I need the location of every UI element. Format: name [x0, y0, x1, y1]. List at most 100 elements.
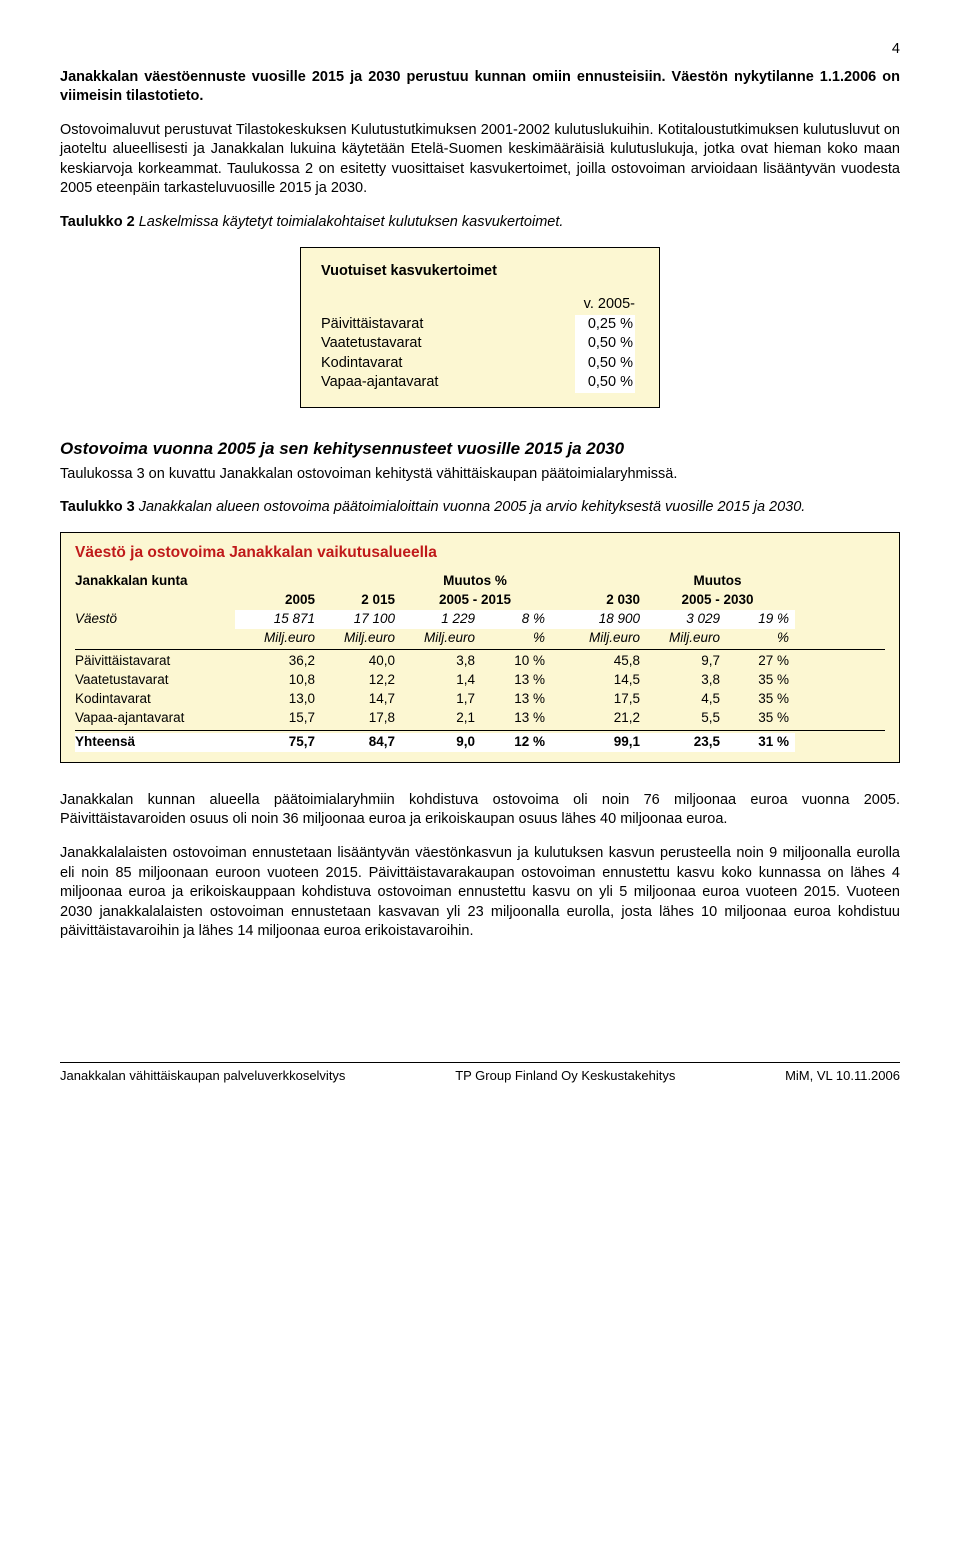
table2-title: Vuotuiset kasvukertoimet [321, 262, 635, 282]
table3-spacer [235, 572, 315, 591]
table3-year-range: 2005 - 2015 [395, 591, 555, 610]
table3-cell: 17,5 [555, 690, 640, 709]
table3-cell: 13 % [475, 671, 555, 690]
table2-col-header: v. 2005- [554, 295, 635, 315]
table3-vaesto-val: 19 % [720, 610, 795, 629]
table3: Väestö ja ostovoima Janakkalan vaikutusa… [60, 532, 900, 763]
table3-spacer [315, 572, 395, 591]
table3-row-label: Kodintavarat [75, 690, 235, 709]
table3-unit: Milj.euro [555, 629, 640, 648]
table3-spacer [555, 572, 640, 591]
table3-vaesto-val: 3 029 [640, 610, 720, 629]
paragraph-5: Janakkalalaisten ostovoiman ennustetaan … [60, 844, 900, 942]
table3-year: 2 030 [555, 591, 640, 610]
table3-cell: 17,8 [315, 709, 395, 728]
table3-header-row-2: 2005 2 015 2005 - 2015 2 030 2005 - 2030 [75, 591, 885, 610]
table3-cell: 3,8 [395, 652, 475, 671]
table3-spacer [75, 591, 235, 610]
table3-cell: 10,8 [235, 671, 315, 690]
table3-cell: 9,7 [640, 652, 720, 671]
table2-caption-rest: Laskelmissa käytetyt toimialakohtaiset k… [135, 214, 564, 230]
table3-yhteensa-cell: 12 % [475, 733, 555, 752]
table3-cell: 2,1 [395, 709, 475, 728]
table3-yhteensa-cell: 23,5 [640, 733, 720, 752]
table2-row: Vaatetustavarat 0,50 % [321, 334, 635, 354]
table3-data-row: Vaatetustavarat 10,8 12,2 1,4 13 % 14,5 … [75, 671, 885, 690]
table3-muutos-header: Muutos % [395, 572, 555, 591]
table3-cell: 4,5 [640, 690, 720, 709]
table3-year-range: 2005 - 2030 [640, 591, 795, 610]
section-heading: Ostovoima vuonna 2005 ja sen kehitysennu… [60, 438, 900, 461]
table3-cell: 14,7 [315, 690, 395, 709]
table3-cell: 10 % [475, 652, 555, 671]
table3-cell: 27 % [720, 652, 795, 671]
table3-unit: Milj.euro [395, 629, 475, 648]
table3-cell: 35 % [720, 709, 795, 728]
table3-yhteensa-cell: 31 % [720, 733, 795, 752]
table3-total-row: Yhteensä 75,7 84,7 9,0 12 % 99,1 23,5 31… [75, 733, 885, 752]
table3-yhteensa-cell: 9,0 [395, 733, 475, 752]
table2-caption: Taulukko 2 Laskelmissa käytetyt toimiala… [60, 213, 900, 233]
paragraph-4: Janakkalan kunnan alueella päätoimialary… [60, 791, 900, 830]
table3-unit: Milj.euro [640, 629, 720, 648]
table3-muutos-header2: Muutos [640, 572, 795, 591]
table3-yhteensa-cell: 84,7 [315, 733, 395, 752]
table3-cell: 14,5 [555, 671, 640, 690]
table3-vaesto-val: 17 100 [315, 610, 395, 629]
table2-row: Vapaa-ajantavarat 0,50 % [321, 373, 635, 393]
table2-row-value: 0,50 % [575, 334, 635, 354]
table2-row-label: Vapaa-ajantavarat [321, 373, 438, 393]
table3-year: 2 015 [315, 591, 395, 610]
table3-caption-rest: Janakkalan alueen ostovoima päätoimialoi… [135, 499, 806, 515]
table3-year: 2005 [235, 591, 315, 610]
table2-row: Päivittäistavarat 0,25 % [321, 315, 635, 335]
paragraph-2: Ostovoimaluvut perustuvat Tilastokeskuks… [60, 121, 900, 199]
table2-row-value: 0,50 % [575, 373, 635, 393]
page-footer: Janakkalan vähittäiskaupan palveluverkko… [60, 1062, 900, 1085]
table3-unit [75, 629, 235, 648]
table2-row-label: Vaatetustavarat [321, 334, 422, 354]
table3-row-label: Vaatetustavarat [75, 671, 235, 690]
table3-divider [75, 649, 885, 650]
table3-kunta-label: Janakkalan kunta [75, 572, 235, 591]
footer-center: TP Group Finland Oy Keskustakehitys [455, 1067, 675, 1085]
footer-right: MiM, VL 10.11.2006 [785, 1067, 900, 1085]
table3-vaesto-val: 1 229 [395, 610, 475, 629]
table3-row-label: Päivittäistavarat [75, 652, 235, 671]
table2-row-label: Päivittäistavarat [321, 315, 423, 335]
table2-caption-bold: Taulukko 2 [60, 214, 135, 230]
table2: Vuotuiset kasvukertoimet v. 2005- Päivit… [300, 247, 660, 408]
table3-unit: Milj.euro [315, 629, 395, 648]
table3-vaesto-row: Väestö 15 871 17 100 1 229 8 % 18 900 3 … [75, 610, 885, 629]
table2-row-value: 0,50 % [575, 354, 635, 374]
table2-row-value: 0,25 % [575, 315, 635, 335]
table3-cell: 1,7 [395, 690, 475, 709]
table3-cell: 12,2 [315, 671, 395, 690]
table3-cell: 13 % [475, 690, 555, 709]
table3-cell: 15,7 [235, 709, 315, 728]
intro-paragraph: Janakkalan väestöennuste vuosille 2015 j… [60, 68, 900, 107]
table3-cell: 3,8 [640, 671, 720, 690]
table3-cell: 13 % [475, 709, 555, 728]
table3-cell: 45,8 [555, 652, 640, 671]
table3-yhteensa-cell: 99,1 [555, 733, 640, 752]
table3-cell: 36,2 [235, 652, 315, 671]
table2-header-row: v. 2005- [321, 295, 635, 315]
table3-cell: 40,0 [315, 652, 395, 671]
table3-cell: 21,2 [555, 709, 640, 728]
table3-vaesto-val: 18 900 [555, 610, 640, 629]
table2-row-label: Kodintavarat [321, 354, 402, 374]
table3-caption: Taulukko 3 Janakkalan alueen ostovoima p… [60, 498, 900, 518]
table3-unit: % [475, 629, 555, 648]
table3-cell: 35 % [720, 671, 795, 690]
table3-caption-bold: Taulukko 3 [60, 499, 135, 515]
table3-divider [75, 730, 885, 731]
table3-yhteensa-cell: 75,7 [235, 733, 315, 752]
table3-vaesto-val: 8 % [475, 610, 555, 629]
table3-cell: 13,0 [235, 690, 315, 709]
table3-data-row: Päivittäistavarat 36,2 40,0 3,8 10 % 45,… [75, 652, 885, 671]
table3-unit-row: Milj.euro Milj.euro Milj.euro % Milj.eur… [75, 629, 885, 648]
table3-data-row: Vapaa-ajantavarat 15,7 17,8 2,1 13 % 21,… [75, 709, 885, 728]
footer-left: Janakkalan vähittäiskaupan palveluverkko… [60, 1067, 345, 1085]
table2-wrapper: Vuotuiset kasvukertoimet v. 2005- Päivit… [60, 247, 900, 408]
